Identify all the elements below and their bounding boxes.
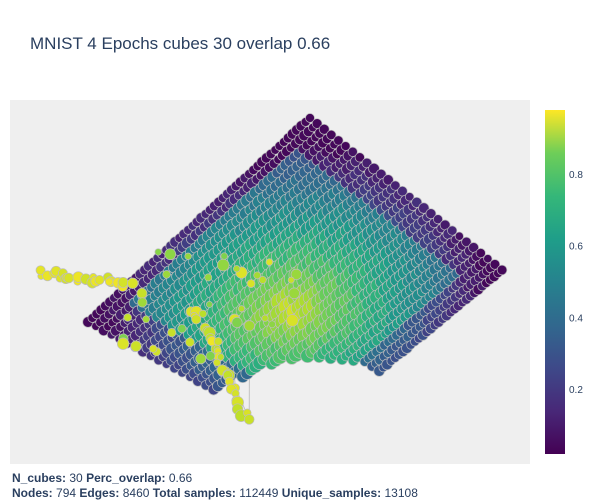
colorbar-tick-label: 0.6 [569, 242, 583, 253]
total-samples-value: 112449 [239, 486, 279, 500]
graph-node[interactable] [454, 231, 464, 241]
graph-node[interactable] [404, 192, 415, 202]
graph-node[interactable] [123, 313, 132, 322]
graph-node[interactable] [154, 248, 162, 256]
n-cubes-value: 30 [69, 471, 83, 485]
mapper-graph[interactable] [10, 100, 530, 464]
nodes-label: Nodes: [12, 486, 53, 500]
graph-node[interactable] [130, 340, 142, 352]
graph-node[interactable] [425, 208, 437, 220]
nodes-value: 794 [56, 486, 77, 500]
graph-node[interactable] [261, 314, 269, 322]
graph-node[interactable] [246, 279, 256, 288]
colorbar: 0.2 0.4 0.6 0.8 [545, 110, 583, 454]
graph-node[interactable] [167, 328, 177, 338]
graph-node[interactable] [217, 353, 225, 361]
unique-samples-value: 13108 [384, 486, 418, 500]
edges-value: 8460 [122, 486, 150, 500]
footer-line-1: N_cubes: 30 Perc_overlap: 0.66 [12, 471, 192, 485]
graph-node[interactable] [104, 277, 114, 287]
graph-node[interactable] [326, 129, 337, 140]
graph-node[interactable] [216, 258, 230, 272]
graph-node[interactable] [142, 315, 150, 324]
colorbar-tick-label: 0.8 [569, 170, 583, 181]
graph-node[interactable] [238, 305, 245, 313]
graph-node[interactable] [149, 344, 158, 353]
colorbar-tick-label: 0.2 [569, 385, 583, 396]
graph-node[interactable] [117, 276, 129, 288]
graph-node[interactable] [191, 314, 202, 325]
graph-node[interactable] [213, 337, 223, 346]
graph-node[interactable] [195, 353, 207, 365]
graph-node[interactable] [288, 287, 300, 300]
graph-node[interactable] [382, 174, 394, 186]
graph-node[interactable] [265, 258, 274, 266]
graph-node[interactable] [433, 214, 443, 225]
graph-node[interactable] [347, 146, 358, 157]
graph-node[interactable] [233, 265, 241, 273]
graph-node[interactable] [268, 320, 276, 329]
n-cubes-label: N_cubes: [12, 471, 67, 485]
graph-node[interactable] [63, 272, 75, 284]
unique-samples-label: Unique_samples: [281, 486, 382, 500]
graph-node[interactable] [258, 275, 267, 284]
graph-node[interactable] [483, 254, 493, 264]
perc-overlap-value: 0.66 [168, 471, 193, 485]
graph-node[interactable] [164, 248, 177, 261]
graph-node[interactable] [243, 414, 255, 425]
graph-node[interactable] [205, 300, 213, 308]
graph-node[interactable] [286, 314, 299, 327]
graph-node[interactable] [340, 141, 351, 151]
graph-node[interactable] [184, 252, 192, 260]
graph-node[interactable] [94, 275, 105, 285]
graph-node[interactable] [198, 309, 207, 318]
graph-node[interactable] [162, 270, 171, 279]
colorbar-gradient [545, 110, 565, 454]
graph-node[interactable] [137, 297, 148, 308]
graph-node[interactable] [231, 316, 243, 329]
graph-node[interactable] [354, 152, 365, 163]
graph-node[interactable] [333, 135, 344, 146]
plot-area[interactable] [10, 100, 530, 464]
graph-node[interactable] [136, 287, 148, 299]
graph-node[interactable] [243, 320, 255, 332]
graph-node[interactable] [496, 264, 508, 276]
graph-node[interactable] [489, 259, 501, 270]
graph-node[interactable] [287, 276, 295, 284]
graph-node[interactable] [305, 113, 315, 123]
graph-node[interactable] [204, 273, 213, 282]
graph-node[interactable] [447, 225, 458, 236]
graph-node[interactable] [318, 123, 330, 135]
chart-title: MNIST 4 Epochs cubes 30 overlap 0.66 [30, 34, 331, 53]
graph-node[interactable] [213, 358, 221, 367]
edges-label: Edges: [79, 486, 120, 500]
graph-node[interactable] [35, 265, 46, 276]
nodes-layer [35, 113, 508, 425]
graph-node[interactable] [205, 351, 216, 361]
graph-node[interactable] [390, 180, 401, 191]
graph-node[interactable] [177, 324, 187, 334]
graph-node[interactable] [116, 337, 130, 350]
graph-node[interactable] [127, 277, 139, 289]
graph-node[interactable] [185, 337, 195, 347]
graph-node[interactable] [290, 268, 302, 281]
footer-line-2: Nodes: 794 Edges: 8460 Total samples: 11… [12, 486, 418, 500]
colorbar-tick-label: 0.4 [569, 313, 583, 324]
graph-node[interactable] [253, 271, 262, 280]
graph-node[interactable] [220, 252, 228, 260]
total-samples-label: Total samples: [152, 486, 236, 500]
perc-overlap-label: Perc_overlap: [86, 471, 166, 485]
